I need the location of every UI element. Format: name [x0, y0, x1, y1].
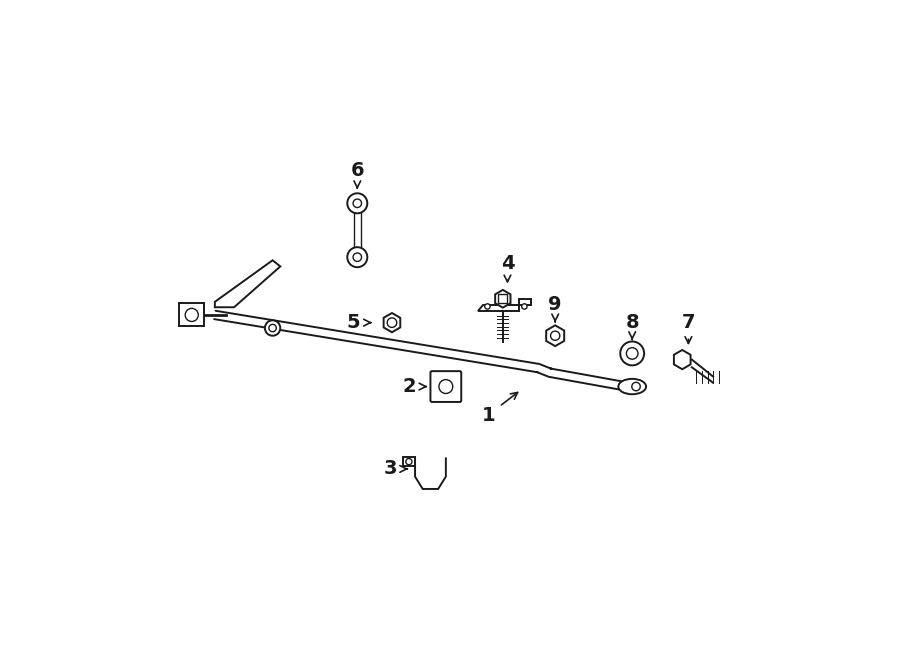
Ellipse shape — [618, 379, 646, 394]
Polygon shape — [478, 299, 530, 311]
Circle shape — [387, 318, 397, 327]
Circle shape — [522, 304, 527, 309]
Text: 8: 8 — [626, 313, 639, 332]
Text: 6: 6 — [350, 161, 365, 180]
Text: 9: 9 — [548, 295, 562, 315]
Circle shape — [406, 459, 412, 465]
Polygon shape — [546, 325, 564, 346]
Circle shape — [265, 321, 280, 336]
Polygon shape — [215, 260, 280, 307]
Circle shape — [551, 331, 560, 340]
Text: 2: 2 — [402, 377, 416, 396]
Circle shape — [347, 193, 367, 214]
Circle shape — [485, 304, 490, 309]
Circle shape — [347, 247, 367, 267]
Circle shape — [353, 199, 362, 208]
Text: 4: 4 — [500, 254, 514, 273]
Polygon shape — [674, 350, 690, 369]
FancyBboxPatch shape — [179, 303, 204, 327]
Polygon shape — [383, 313, 400, 332]
Circle shape — [626, 348, 638, 359]
Circle shape — [632, 382, 640, 391]
Polygon shape — [495, 290, 510, 307]
Polygon shape — [402, 457, 415, 466]
Circle shape — [185, 309, 198, 321]
Circle shape — [439, 379, 453, 393]
Circle shape — [269, 325, 276, 332]
Circle shape — [620, 342, 644, 366]
Circle shape — [353, 253, 362, 261]
Text: 1: 1 — [482, 406, 495, 424]
FancyBboxPatch shape — [430, 371, 462, 402]
Text: 3: 3 — [383, 459, 397, 479]
Text: 5: 5 — [346, 313, 360, 332]
Text: 7: 7 — [681, 313, 695, 332]
FancyBboxPatch shape — [499, 294, 508, 303]
